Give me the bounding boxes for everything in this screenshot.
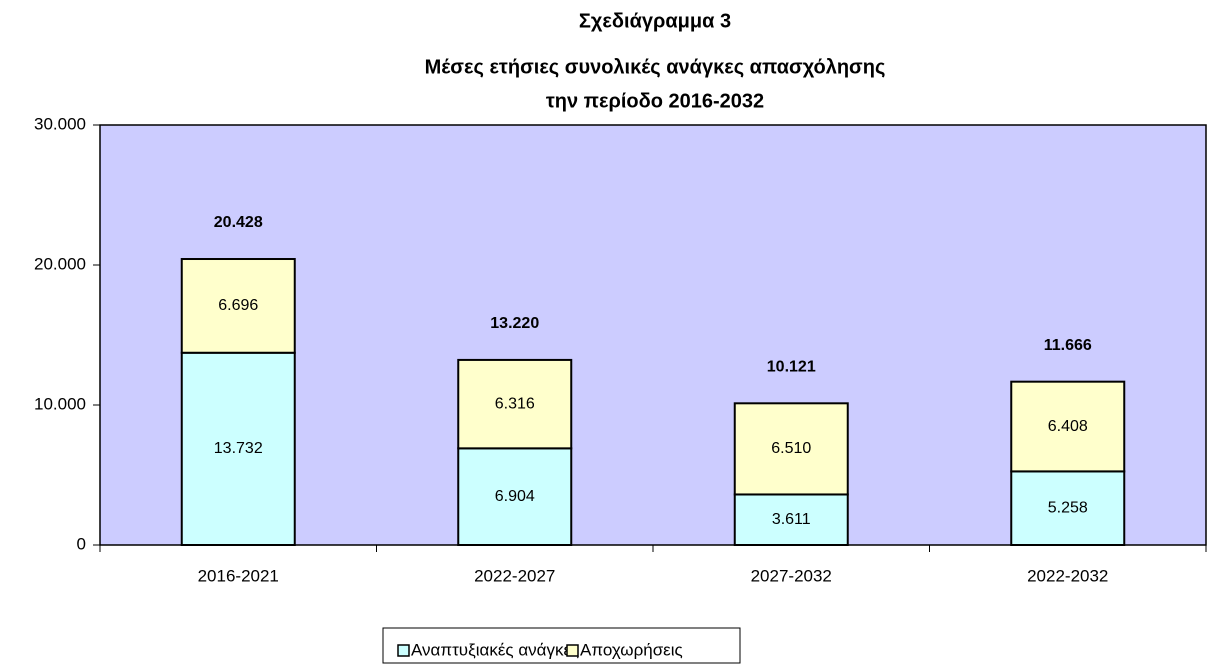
y-tick-label: 10.000 <box>34 394 86 413</box>
chart-title: Μέσες ετήσιες συνολικές ανάγκες απασχόλη… <box>425 56 886 78</box>
data-label: 6.316 <box>495 395 535 412</box>
bar-segment <box>457 358 573 450</box>
total-label: 20.428 <box>214 214 263 231</box>
legend-label: Αναπτυξιακές ανάγκες <box>411 640 579 659</box>
bar-segment <box>733 493 849 547</box>
legend-box <box>382 627 741 664</box>
chart-title: την περίοδο 2016-2032 <box>546 90 764 112</box>
data-label: 6.510 <box>771 440 811 457</box>
bar-segment <box>180 351 296 547</box>
x-tick-label: 2022-2027 <box>474 566 555 585</box>
total-label: 13.220 <box>490 315 539 332</box>
legend-label: Αποχωρήσεις <box>580 640 683 659</box>
data-label: 6.696 <box>218 297 258 314</box>
data-label: 6.904 <box>495 488 535 505</box>
data-label: 13.732 <box>214 440 263 457</box>
bar-segment <box>733 402 849 496</box>
bar-segment <box>180 258 296 354</box>
data-label: 3.611 <box>772 511 811 528</box>
y-tick-label: 20.000 <box>34 254 86 273</box>
total-label: 10.121 <box>767 359 816 376</box>
chart-title: Σχεδιάγραμμα 3 <box>579 10 731 32</box>
x-tick-label: 2027-2032 <box>751 566 832 585</box>
x-tick-label: 2022-2032 <box>1027 566 1108 585</box>
total-label: 11.666 <box>1044 337 1092 354</box>
bar-segment <box>1010 470 1126 546</box>
legend-swatch <box>566 644 579 657</box>
y-tick-label: 30.000 <box>34 114 86 133</box>
bar-segment <box>1010 380 1126 473</box>
data-label: 6.408 <box>1048 418 1088 435</box>
y-tick-label: 0 <box>77 534 86 553</box>
x-tick-label: 2016-2021 <box>198 566 279 585</box>
data-label: 5.258 <box>1048 499 1088 516</box>
bar-segment <box>457 447 573 546</box>
legend-swatch <box>397 644 410 657</box>
